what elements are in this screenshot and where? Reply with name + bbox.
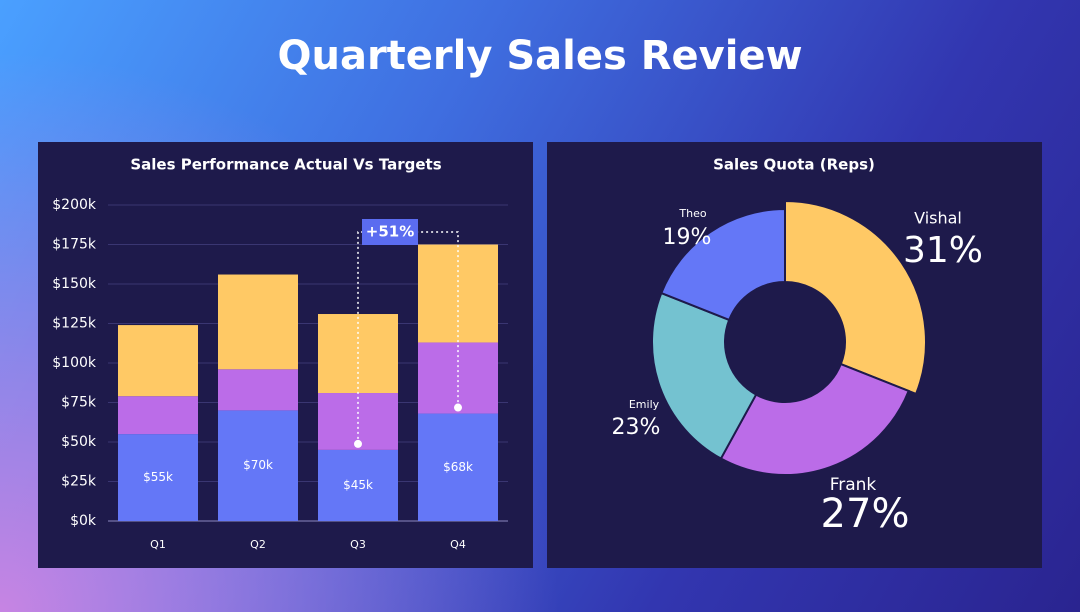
x-tick-label: Q4 [450,538,466,551]
bar-segment [118,434,198,521]
y-tick-label: $100k [52,355,97,371]
y-tick-label: $200k [52,197,97,213]
y-tick-label: $125k [52,316,97,332]
page-title: Quarterly Sales Review [277,33,802,79]
donut-slice [651,291,758,460]
chart-title: Sales Quota (Reps) [713,156,875,174]
bar-segment [218,369,298,411]
x-tick-label: Q3 [350,538,366,551]
y-tick-label: $50k [61,434,97,450]
slice-value-label: 19% [663,225,712,250]
x-tick-label: Q1 [150,538,166,551]
bar-segment [418,342,498,414]
data-label: $68k [443,460,473,474]
bar-segment [218,410,298,521]
slice-value-label: 31% [903,230,983,271]
data-label: $55k [143,470,173,484]
x-tick-label: Q2 [250,538,266,551]
bar-segment [118,325,198,397]
annotation-text: +51% [366,223,414,241]
bar-segment [318,449,398,521]
slice-name: Frank [830,475,877,495]
slice-value-label: 27% [821,491,910,537]
annotation-box [362,219,418,245]
bar-segment [118,396,198,435]
bar-segment [418,413,498,521]
data-label: $70k [243,458,273,472]
y-tick-label: $25k [61,474,97,490]
donut-slice [660,207,786,322]
donut-slice [784,199,927,396]
slice-name: Vishal [914,209,962,228]
slice-name: Emily [629,398,660,411]
y-tick-label: $175k [52,237,97,253]
data-label: $45k [343,478,373,492]
slice-value-label: 23% [612,415,661,440]
y-tick-label: $0k [70,513,97,529]
bar-segment [418,244,498,343]
y-tick-label: $150k [52,276,97,292]
bar-segment [218,274,298,370]
slice-name: Theo [678,207,706,220]
y-tick-label: $75k [61,395,97,411]
annotation-dot [454,403,462,412]
annotation-dot [354,439,362,448]
chart-title: Sales Performance Actual Vs Targets [130,156,441,174]
donut-slice [719,362,910,476]
